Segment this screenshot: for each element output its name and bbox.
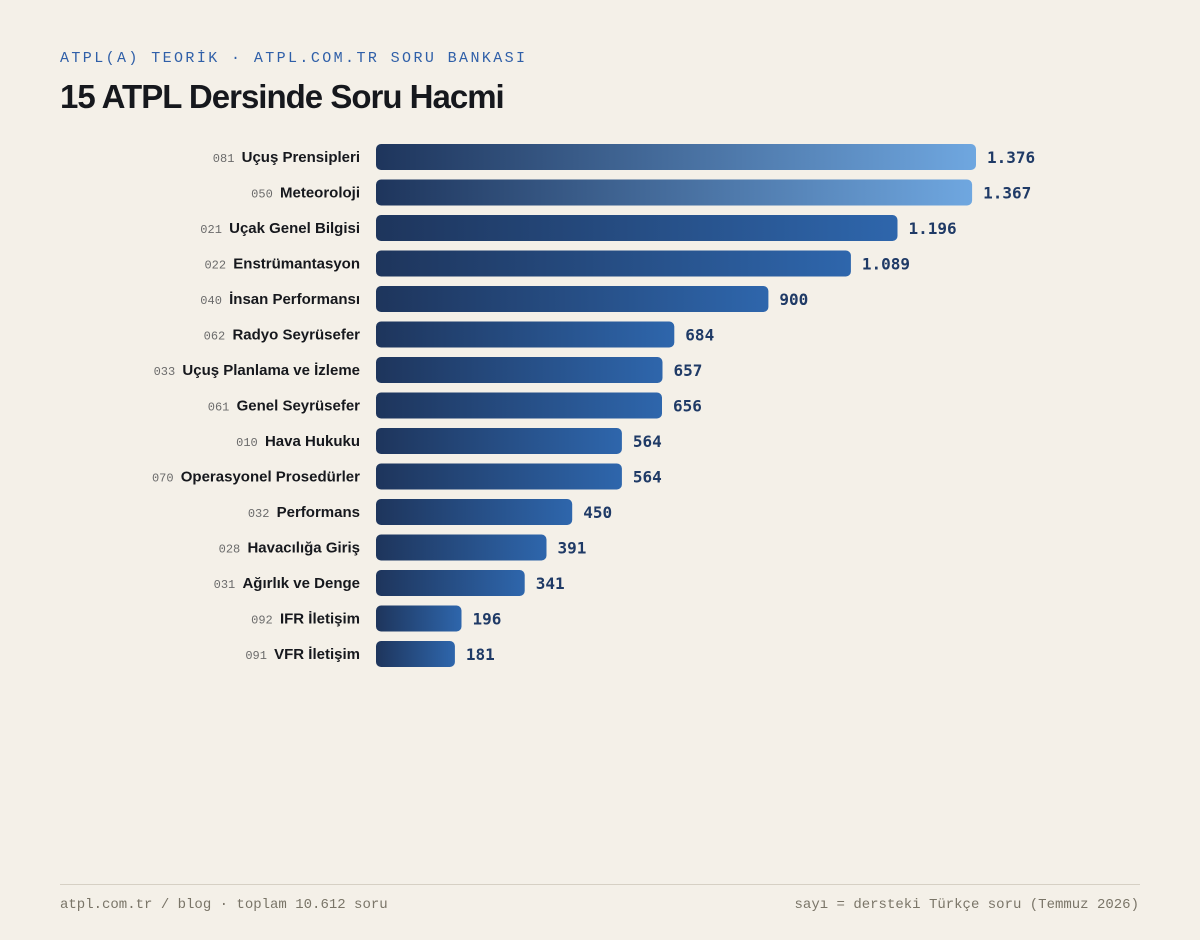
category-code: 092 (251, 614, 280, 628)
chart-eyebrow: ATPL(A) TEORİK · ATPL.COM.TR SORU BANKAS… (60, 50, 528, 67)
category-name: Uçuş Prensipleri (242, 149, 360, 166)
category-code: 022 (204, 259, 233, 273)
chart-title: 15 ATPL Dersinde Soru Hacmi (60, 78, 505, 115)
value-label: 450 (583, 503, 612, 522)
footer-note: sayı = dersteki Türkçe soru (Temmuz 2026… (794, 897, 1139, 913)
category-label: 081 Uçuş Prensipleri (213, 149, 360, 166)
footer-divider (60, 884, 1140, 885)
category-label: 062 Radyo Seyrüsefer (204, 327, 361, 344)
category-name: Operasyonel Prosedürler (181, 469, 360, 486)
category-code: 081 (213, 152, 242, 166)
bar-row: 092 IFR İletişim 196 (251, 605, 502, 632)
bar (376, 250, 851, 277)
value-label: 900 (779, 290, 808, 309)
bar (376, 357, 663, 383)
category-label: 040 İnsan Performansı (200, 291, 360, 308)
bar (376, 286, 769, 312)
bar (376, 463, 622, 490)
value-label: 1.089 (862, 255, 910, 274)
bar (376, 179, 973, 206)
bar (376, 570, 525, 596)
category-code: 050 (251, 188, 280, 202)
category-label: 032 Performans (248, 504, 360, 521)
category-label: 031 Ağırlık ve Denge (214, 575, 360, 592)
category-name: Performans (277, 504, 360, 521)
category-label: 061 Genel Seyrüsefer (208, 398, 360, 415)
category-code: 040 (200, 294, 229, 308)
value-label: 656 (673, 397, 702, 416)
footer-source: atpl.com.tr / blog · toplam 10.612 soru (60, 897, 388, 913)
category-code: 021 (200, 223, 229, 237)
value-label: 1.196 (909, 219, 957, 238)
category-name: Genel Seyrüsefer (237, 398, 361, 415)
category-name: Radyo Seyrüsefer (232, 327, 360, 344)
category-name: İnsan Performansı (229, 291, 360, 308)
bar (376, 605, 462, 632)
bar-row: 022 Enstrümantasyon 1.089 (204, 250, 910, 277)
category-name: Ağırlık ve Denge (242, 575, 360, 592)
value-label: 657 (674, 361, 703, 380)
category-label: 033 Uçuş Planlama ve İzleme (154, 362, 360, 379)
category-label: 092 IFR İletişim (251, 611, 360, 628)
value-label: 564 (633, 432, 662, 451)
category-name: Enstrümantasyon (233, 256, 360, 273)
category-name: IFR İletişim (280, 611, 360, 628)
bar (376, 641, 455, 667)
bar-row: 070 Operasyonel Prosedürler 564 (152, 463, 662, 490)
bar (376, 499, 573, 525)
bar-row: 033 Uçuş Planlama ve İzleme 657 (154, 357, 703, 383)
category-label: 021 Uçak Genel Bilgisi (200, 220, 360, 237)
bar-row: 032 Performans 450 (248, 499, 612, 525)
value-label: 564 (633, 468, 662, 487)
bar-row: 061 Genel Seyrüsefer 656 (208, 392, 702, 419)
category-label: 091 VFR İletişim (245, 646, 360, 663)
category-code: 032 (248, 507, 277, 521)
bar-row: 081 Uçuş Prensipleri 1.376 (213, 144, 1035, 170)
value-label: 196 (473, 610, 502, 629)
category-name: Hava Hukuku (265, 433, 360, 450)
bar (376, 392, 662, 419)
category-label: 028 Havacılığa Giriş (219, 540, 360, 557)
bar-row: 021 Uçak Genel Bilgisi 1.196 (200, 215, 957, 241)
category-label: 050 Meteoroloji (251, 185, 360, 202)
category-code: 061 (208, 401, 237, 415)
category-code: 033 (154, 365, 183, 379)
bar (376, 215, 898, 241)
bar-row: 050 Meteoroloji 1.367 (251, 179, 1031, 206)
bar (376, 321, 675, 348)
category-code: 028 (219, 543, 248, 557)
category-label: 070 Operasyonel Prosedürler (152, 469, 360, 486)
category-code: 070 (152, 472, 181, 486)
category-code: 010 (236, 436, 265, 450)
bar-row: 040 İnsan Performansı 900 (200, 286, 808, 312)
value-label: 1.367 (983, 184, 1031, 203)
bar (376, 144, 976, 170)
category-name: Havacılığa Giriş (247, 540, 360, 557)
value-label: 181 (466, 645, 495, 664)
bar (376, 534, 547, 561)
category-name: Uçak Genel Bilgisi (229, 220, 360, 237)
bar-row: 062 Radyo Seyrüsefer 684 (204, 321, 714, 348)
bar-row: 031 Ağırlık ve Denge 341 (214, 570, 565, 596)
value-label: 1.376 (987, 148, 1035, 167)
category-name: Meteoroloji (280, 185, 360, 202)
bar-row: 010 Hava Hukuku 564 (236, 428, 662, 454)
bar-row: 091 VFR İletişim 181 (245, 641, 495, 667)
bar (376, 428, 622, 454)
bar-row: 028 Havacılığa Giriş 391 (219, 534, 587, 561)
category-code: 031 (214, 578, 243, 592)
value-label: 341 (536, 574, 565, 593)
category-label: 010 Hava Hukuku (236, 433, 360, 450)
category-code: 062 (204, 330, 233, 344)
category-code: 091 (245, 649, 274, 663)
category-name: Uçuş Planlama ve İzleme (182, 362, 360, 379)
value-label: 391 (558, 539, 587, 558)
category-label: 022 Enstrümantasyon (204, 256, 360, 273)
value-label: 684 (685, 326, 714, 345)
category-name: VFR İletişim (274, 646, 360, 663)
